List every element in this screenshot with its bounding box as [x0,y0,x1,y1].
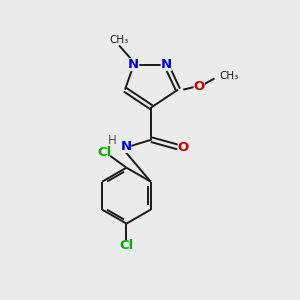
Text: O: O [178,141,189,154]
Text: CH₃: CH₃ [110,35,129,45]
Text: N: N [120,140,131,153]
Text: O: O [194,80,205,93]
Text: H: H [108,134,117,147]
Text: CH₃: CH₃ [220,71,239,81]
Text: Cl: Cl [119,238,134,252]
Text: N: N [128,58,140,71]
Text: N: N [160,58,172,71]
Text: Cl: Cl [98,146,112,159]
